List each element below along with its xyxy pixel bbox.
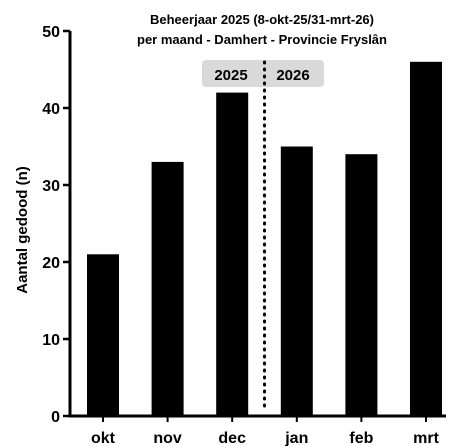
y-tick-label-30: 30 — [42, 178, 60, 195]
y-axis: 0 10 20 30 40 50 — [42, 24, 72, 426]
y-tick-label-10: 10 — [42, 332, 60, 349]
x-tick-label-nov: nov — [153, 430, 182, 446]
bar-jan — [280, 146, 313, 416]
season-label-box: 2025 2026 — [202, 60, 324, 87]
bars-group — [87, 61, 442, 417]
x-tick-label-mrt: mrt — [413, 430, 439, 446]
season-label-left: 2025 — [214, 67, 247, 84]
bar-dec — [216, 92, 249, 416]
bar-mrt — [410, 61, 442, 417]
y-tick-label-50: 50 — [42, 24, 60, 41]
chart-subtitle: per maand - Damhert - Provincie Fryslân — [137, 32, 387, 47]
x-tick-label-jan: jan — [284, 430, 308, 446]
bar-feb — [345, 154, 378, 416]
y-tick-label-20: 20 — [42, 255, 60, 272]
x-tick-label-feb: feb — [349, 430, 373, 446]
x-tick-label-dec: dec — [218, 430, 246, 446]
x-tick-label-okt: okt — [91, 430, 116, 446]
season-label-right: 2026 — [276, 67, 309, 84]
bar-nov — [151, 161, 184, 416]
y-tick-label-0: 0 — [51, 409, 60, 426]
x-axis: okt nov dec jan feb mrt — [70, 414, 446, 446]
chart-title: Beheerjaar 2025 (8-okt-25/31-mrt-26) — [150, 12, 374, 27]
y-axis-label: Aantal gedood (n) — [14, 166, 31, 294]
bar-okt — [87, 254, 119, 416]
season-label-background — [202, 60, 324, 87]
y-tick-label-40: 40 — [42, 101, 60, 118]
